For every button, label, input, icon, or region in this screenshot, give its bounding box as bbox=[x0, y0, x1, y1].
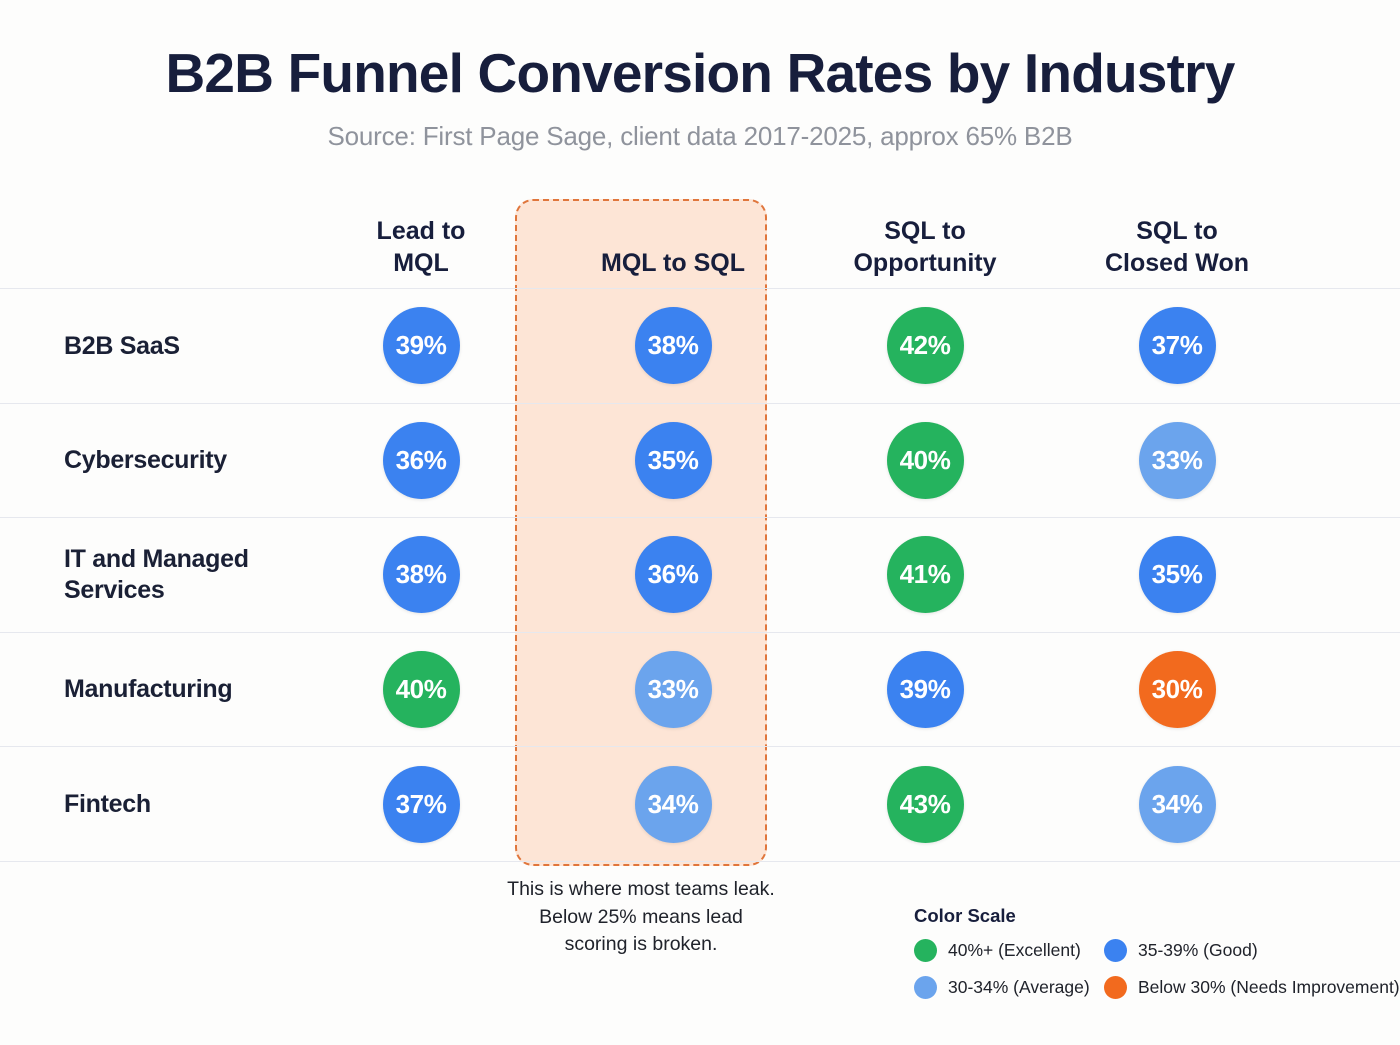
column-header-mql-to-sql: MQL to SQL bbox=[547, 247, 799, 288]
value-bubble: 35% bbox=[1138, 536, 1216, 614]
matrix-cell: 35% bbox=[547, 421, 799, 499]
value-bubble: 42% bbox=[886, 307, 964, 385]
value-bubble: 43% bbox=[886, 765, 964, 843]
matrix-bottom-divider bbox=[0, 860, 1400, 862]
table-row: Cybersecurity 36% 35% 40% 33% bbox=[0, 402, 1400, 518]
leak-annotation: This is where most teams leak. Below 25%… bbox=[507, 878, 775, 956]
matrix-cell: 37% bbox=[295, 765, 547, 843]
value-bubble: 30% bbox=[1138, 651, 1216, 729]
matrix-cell: 36% bbox=[295, 421, 547, 499]
row-label-cell: Manufacturing bbox=[0, 674, 295, 705]
chart-header: B2B Funnel Conversion Rates by Industry … bbox=[0, 0, 1400, 152]
value-bubble: 36% bbox=[382, 421, 460, 499]
row-label-cell: IT and Managed Services bbox=[0, 544, 295, 605]
matrix-cell: 36% bbox=[547, 536, 799, 614]
matrix-cell: 39% bbox=[799, 651, 1051, 729]
value-bubble: 36% bbox=[634, 536, 712, 614]
row-label-cell: B2B SaaS bbox=[0, 331, 295, 362]
legend-item: 40%+ (Excellent) bbox=[914, 939, 1104, 962]
legend-label: Below 30% (Needs Improvement) bbox=[1138, 977, 1400, 997]
legend-swatch-icon bbox=[1104, 976, 1127, 999]
matrix-cell: 40% bbox=[295, 651, 547, 729]
value-bubble: 34% bbox=[634, 765, 712, 843]
legend-title: Color Scale bbox=[914, 905, 1016, 926]
matrix-body: B2B SaaS 39% 38% 42% 37% Cybersecurity 36% 35% 4… bbox=[0, 288, 1400, 861]
row-label: Cybersecurity bbox=[64, 446, 227, 475]
row-label: Fintech bbox=[64, 789, 151, 818]
matrix-cell: 39% bbox=[295, 307, 547, 385]
row-label: Manufacturing bbox=[64, 675, 233, 704]
value-bubble: 34% bbox=[1138, 765, 1216, 843]
legend-swatch-icon bbox=[914, 939, 937, 962]
legend-label: 30-34% (Average) bbox=[948, 977, 1090, 997]
table-row: B2B SaaS 39% 38% 42% 37% bbox=[0, 288, 1400, 403]
color-scale-legend: Color Scale 40%+ (Excellent) 35-39% (Good… bbox=[914, 905, 1400, 999]
legend-item: 30-34% (Average) bbox=[914, 976, 1104, 999]
row-label: IT and Managed Services bbox=[64, 545, 249, 604]
matrix-cell: 37% bbox=[1051, 307, 1303, 385]
matrix-cell: 34% bbox=[547, 765, 799, 843]
table-row: Fintech 37% 34% 43% 34% bbox=[0, 746, 1400, 861]
legend-item: 35-39% (Good) bbox=[1104, 939, 1394, 962]
row-label-cell: Cybersecurity bbox=[0, 445, 295, 476]
matrix-cell: 40% bbox=[799, 421, 1051, 499]
matrix-cell: 33% bbox=[547, 651, 799, 729]
column-header-label: SQL to Opportunity bbox=[853, 217, 997, 277]
column-header-lead-to-mql: Lead to MQL bbox=[295, 215, 547, 288]
legend-item: Below 30% (Needs Improvement) bbox=[1104, 976, 1400, 999]
value-bubble: 41% bbox=[886, 536, 964, 614]
page-title: B2B Funnel Conversion Rates by Industry bbox=[165, 42, 1236, 104]
value-bubble: 33% bbox=[1138, 421, 1216, 499]
column-header-sql-to-closed-won: SQL to Closed Won bbox=[1051, 215, 1303, 288]
legend-items: 40%+ (Excellent) 35-39% (Good) 30-34% (Ave… bbox=[914, 939, 1400, 999]
row-label: B2B SaaS bbox=[64, 331, 180, 360]
conversion-matrix: Lead to MQL MQL to SQL SQL to Opportunit… bbox=[0, 195, 1400, 862]
matrix-cell: 33% bbox=[1051, 421, 1303, 499]
value-bubble: 40% bbox=[382, 651, 460, 729]
table-row: Manufacturing 40% 33% 39% 30% bbox=[0, 631, 1400, 747]
legend-label: 35-39% (Good) bbox=[1138, 940, 1258, 960]
column-header-label: MQL to SQL bbox=[601, 249, 745, 277]
value-bubble: 38% bbox=[634, 307, 712, 385]
matrix-cell: 35% bbox=[1051, 536, 1303, 614]
matrix-header-row: Lead to MQL MQL to SQL SQL to Opportunit… bbox=[0, 195, 1400, 288]
legend-label: 40%+ (Excellent) bbox=[948, 940, 1081, 960]
value-bubble: 39% bbox=[886, 651, 964, 729]
matrix-cell: 38% bbox=[547, 307, 799, 385]
column-header-label: SQL to Closed Won bbox=[1105, 217, 1249, 277]
table-row: IT and Managed Services 38% 36% 41% 35% bbox=[0, 517, 1400, 632]
value-bubble: 37% bbox=[1138, 307, 1216, 385]
matrix-cell: 38% bbox=[295, 536, 547, 614]
column-header-label: Lead to MQL bbox=[376, 217, 466, 277]
matrix-cell: 34% bbox=[1051, 765, 1303, 843]
row-label-cell: Fintech bbox=[0, 789, 295, 820]
column-header-sql-to-opportunity: SQL to Opportunity bbox=[799, 215, 1051, 288]
legend-swatch-icon bbox=[1104, 939, 1127, 962]
chart-subtitle: Source: First Page Sage, client data 201… bbox=[327, 121, 1073, 152]
value-bubble: 38% bbox=[382, 536, 460, 614]
matrix-cell: 30% bbox=[1051, 651, 1303, 729]
value-bubble: 33% bbox=[634, 651, 712, 729]
matrix-cell: 43% bbox=[799, 765, 1051, 843]
matrix-cell: 42% bbox=[799, 307, 1051, 385]
legend-swatch-icon bbox=[914, 976, 937, 999]
value-bubble: 39% bbox=[382, 307, 460, 385]
matrix-cell: 41% bbox=[799, 536, 1051, 614]
mql-to-sql-highlight-band bbox=[515, 199, 767, 866]
value-bubble: 35% bbox=[634, 421, 712, 499]
value-bubble: 37% bbox=[382, 765, 460, 843]
value-bubble: 40% bbox=[886, 421, 964, 499]
